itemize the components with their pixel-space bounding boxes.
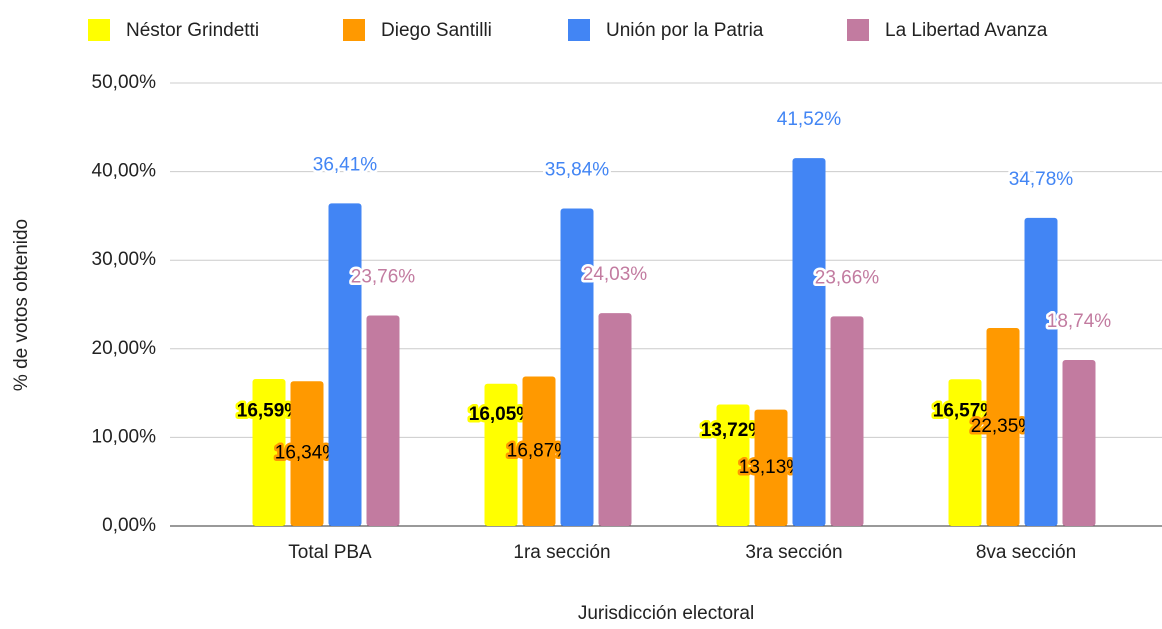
value-label: 36,41% [313, 154, 378, 175]
legend-swatch [847, 19, 869, 41]
legend-label: La Libertad Avanza [885, 20, 1048, 41]
bar [1062, 359, 1096, 526]
bar [290, 381, 324, 526]
bar [252, 379, 286, 526]
y-tick-label: 30,00% [92, 249, 157, 270]
bar [366, 315, 400, 526]
bar [1024, 217, 1058, 527]
x-tick-label: 8va sección [976, 542, 1076, 563]
bar [716, 404, 750, 526]
y-tick-label: 10,00% [92, 426, 157, 447]
x-axis-title: Jurisdicción electoral [578, 603, 754, 624]
bar [522, 376, 556, 526]
value-label: 23,66% [815, 267, 880, 288]
y-tick-label: 20,00% [92, 338, 157, 359]
bar [560, 208, 594, 527]
legend-swatch [88, 19, 110, 41]
bar [328, 203, 362, 526]
value-label: 24,03% [583, 264, 648, 285]
y-tick-label: 50,00% [92, 72, 157, 93]
bar [830, 316, 864, 526]
value-label: 23,76% [351, 267, 416, 288]
bar [484, 383, 518, 526]
legend-label: Diego Santilli [381, 20, 492, 41]
legend-label: Unión por la Patria [606, 20, 764, 41]
x-tick-label: 1ra sección [513, 542, 610, 563]
value-label: 18,74% [1047, 311, 1112, 332]
value-label: 35,84% [545, 159, 610, 180]
y-tick-label: 0,00% [102, 515, 156, 536]
legend-swatch [343, 19, 365, 41]
value-label: 34,78% [1009, 169, 1074, 190]
bar [754, 409, 788, 526]
legend-label: Néstor Grindetti [126, 20, 259, 41]
legend-swatch [568, 19, 590, 41]
bar [792, 158, 826, 526]
bar [948, 379, 982, 526]
y-tick-label: 40,00% [92, 161, 157, 182]
x-tick-label: 3ra sección [745, 542, 842, 563]
bar [598, 313, 632, 526]
x-tick-label: Total PBA [288, 542, 372, 563]
y-axis-title: % de votos obtenido [11, 219, 32, 391]
value-label: 41,52% [777, 109, 842, 130]
bar [986, 327, 1020, 526]
